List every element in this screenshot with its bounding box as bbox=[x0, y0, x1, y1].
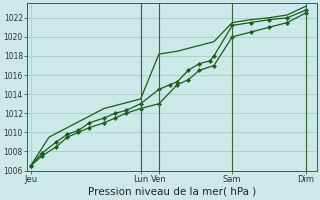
X-axis label: Pression niveau de la mer( hPa ): Pression niveau de la mer( hPa ) bbox=[88, 187, 256, 197]
